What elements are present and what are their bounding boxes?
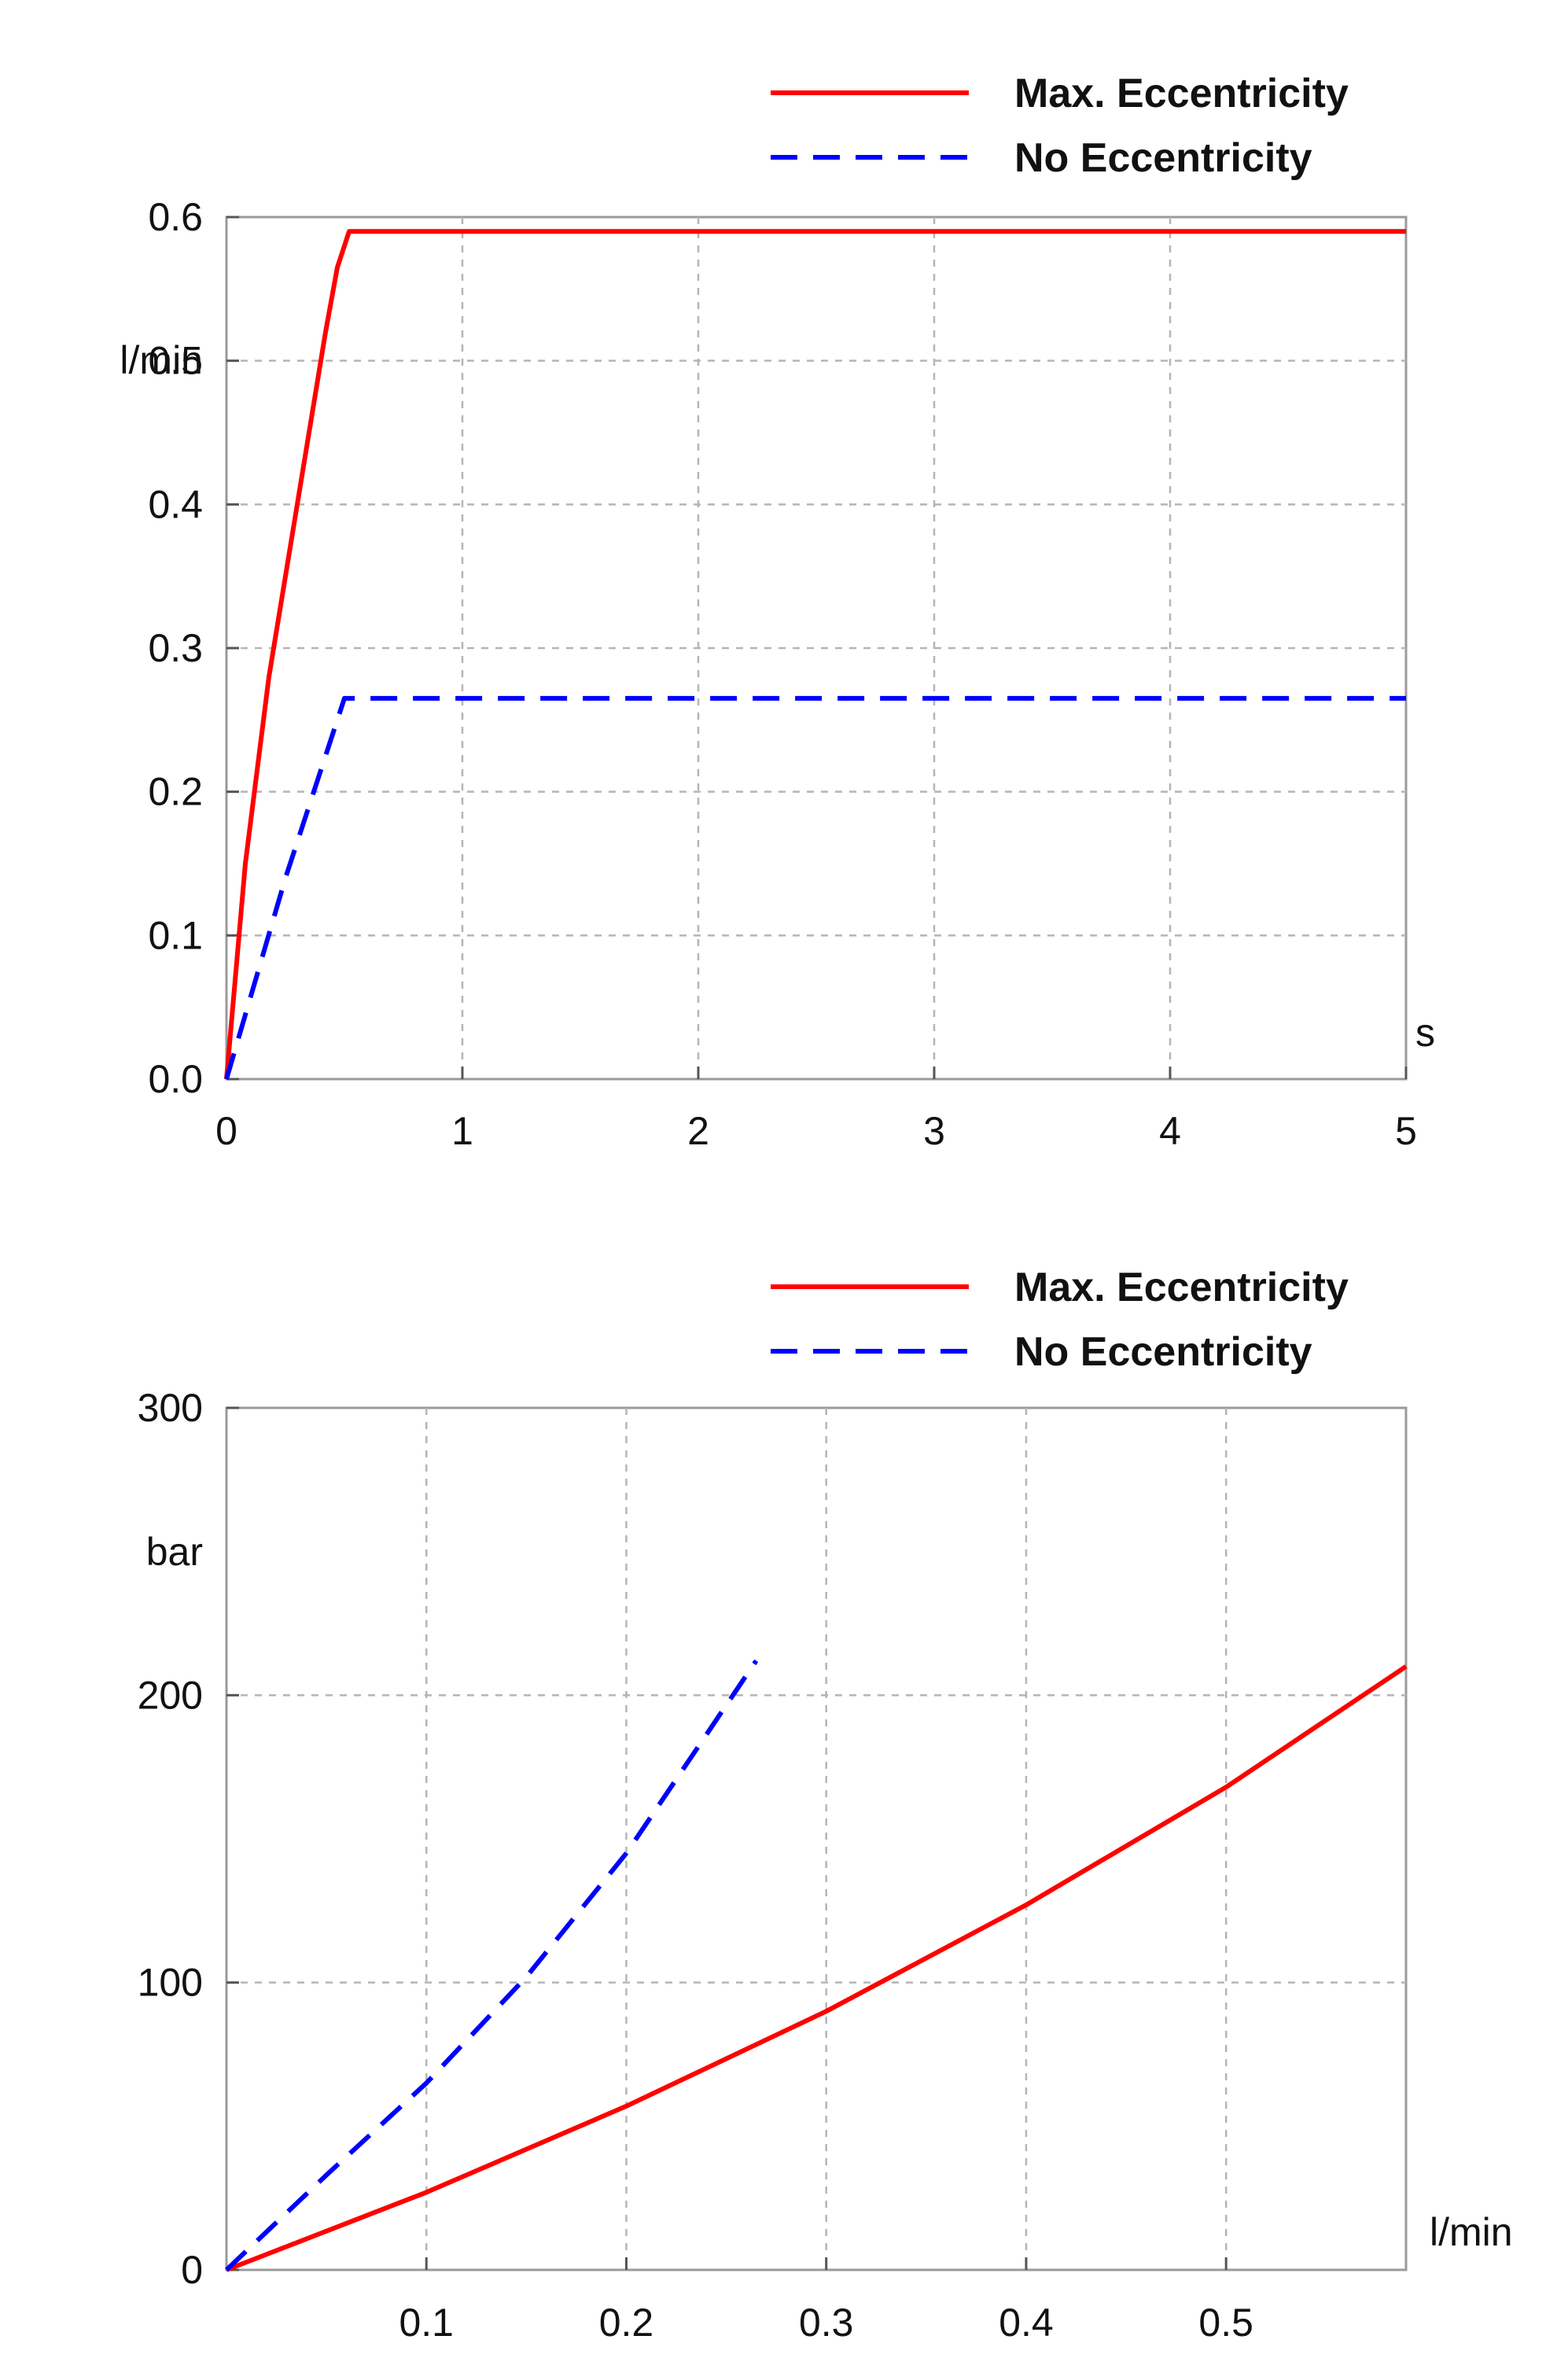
plot-area	[225, 1406, 1408, 2271]
x-tick-label: 4	[1159, 1109, 1181, 1153]
series-line-no-eccentricity	[224, 695, 1406, 1080]
y-tick-label: 0.2	[148, 770, 203, 814]
y-tick-label: 0.1	[148, 913, 203, 957]
x-tick-label: 5	[1395, 1109, 1417, 1153]
x-tick-label: 0.4	[999, 2301, 1054, 2345]
y-tick-label: 0.3	[148, 626, 203, 670]
y-tick-label: 0.6	[148, 195, 203, 239]
x-tick-label: 0	[215, 1109, 237, 1153]
series-line-no-eccentricity	[224, 1659, 759, 2272]
x-tick-label: 0.3	[799, 2301, 854, 2345]
x-tick-label: 1	[451, 1109, 473, 1153]
y-tick-label: 0.4	[148, 482, 203, 526]
x-axis-label: s	[1415, 1011, 1435, 1055]
y-axis-label: l/min	[120, 338, 203, 382]
x-tick-label: 0.1	[399, 2301, 454, 2345]
y-tick-label: 300	[138, 1386, 203, 1430]
legend-label: No Eccentricity	[1014, 1329, 1312, 1375]
y-axis-label: bar	[146, 1530, 203, 1574]
series-line-max-eccentricity	[225, 1664, 1408, 2272]
x-tick-label: 3	[923, 1109, 945, 1153]
x-axis-label: l/min	[1430, 2210, 1513, 2254]
legend-label: Max. Eccentricity	[1014, 71, 1349, 116]
legend-label: No Eccentricity	[1014, 135, 1312, 181]
pressure-vs-flow-chart: 0.1 0.2 0.3 0.4 0.5 0 100 200 300 l/min bar Max. Ec…	[138, 1265, 1513, 2345]
flow-vs-time-chart: 0 1 2 3 4 5 0.0 0.1 0.2 0.3 0.4 0.5 0.6 s l/min Max. Ec…	[120, 71, 1435, 1153]
y-tick-label: 0.5	[148, 339, 203, 383]
x-tick-label: 0.5	[1198, 2301, 1253, 2345]
x-tick-label: 0.2	[599, 2301, 654, 2345]
y-tick-label: 100	[138, 1961, 203, 2005]
series-line-max-eccentricity	[224, 229, 1406, 1080]
y-tick-label: 200	[138, 1673, 203, 1717]
x-tick-label: 2	[687, 1109, 709, 1153]
y-tick-label: 0.0	[148, 1057, 203, 1101]
y-tick-label: 0	[181, 2248, 203, 2292]
legend-label: Max. Eccentricity	[1014, 1265, 1349, 1310]
